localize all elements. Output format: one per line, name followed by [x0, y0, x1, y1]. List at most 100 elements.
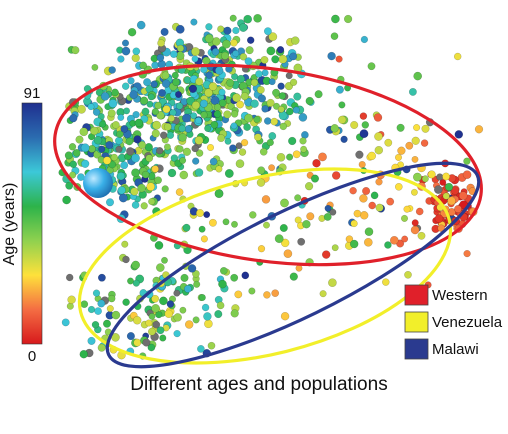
sample-point [173, 330, 181, 338]
sample-point [111, 88, 119, 97]
sample-point [203, 312, 212, 321]
sample-point [214, 310, 223, 319]
sample-point [417, 231, 426, 240]
legend-swatch-malawi [404, 338, 429, 360]
sample-point [272, 88, 280, 97]
sample-point [199, 99, 208, 108]
sample-point [295, 264, 303, 272]
sample-point [329, 208, 337, 216]
sample-point [72, 149, 81, 157]
sample-point [112, 121, 120, 129]
sample-point [61, 318, 70, 327]
sample-point [127, 77, 135, 85]
sample-point [243, 14, 252, 24]
sample-point [355, 150, 364, 159]
sample-point [305, 96, 314, 106]
sample-point [335, 85, 344, 94]
sample-point [302, 219, 311, 229]
sample-point [278, 92, 287, 100]
sample-point [350, 120, 359, 129]
sample-point [230, 309, 239, 318]
sample-point [157, 39, 165, 47]
sample-point [206, 143, 214, 151]
sample-point [200, 111, 208, 119]
sample-point [219, 266, 228, 275]
sample-point [116, 130, 124, 138]
legend-swatch-venezuela [404, 311, 429, 333]
sample-point [234, 290, 243, 299]
sample-point [204, 124, 212, 132]
sample-point [261, 195, 271, 204]
sample-point [241, 139, 249, 147]
sample-point [87, 336, 96, 345]
sample-point [401, 235, 409, 243]
sample-point [194, 168, 204, 177]
sample-point [64, 151, 73, 160]
sample-point [152, 120, 162, 130]
sample-point [175, 91, 182, 98]
sample-point [115, 136, 123, 145]
sample-point [151, 304, 160, 313]
sample-point [62, 195, 71, 205]
sample-point [97, 343, 106, 352]
sample-point [107, 109, 116, 118]
sample-point [142, 338, 151, 347]
sample-point [131, 153, 140, 163]
sample-point [155, 263, 165, 272]
sample-point [215, 165, 223, 173]
sample-point [427, 170, 436, 179]
sample-point [361, 121, 369, 129]
sample-point [226, 78, 235, 87]
sample-point [331, 14, 340, 24]
sample-point [259, 147, 268, 156]
sample-point [121, 46, 131, 56]
sample-point [80, 143, 90, 153]
sample-point [151, 61, 159, 70]
sample-point [190, 112, 198, 120]
sample-point [147, 327, 156, 336]
sample-point [268, 164, 275, 172]
sample-point [133, 338, 142, 347]
sample-point [176, 44, 185, 53]
sample-point [117, 55, 125, 63]
sample-point [374, 132, 383, 141]
sample-point [358, 160, 366, 168]
legend-item-venezuela: Venezuela [404, 311, 503, 333]
sample-point [161, 79, 171, 88]
sample-point [143, 78, 152, 87]
sample-point [224, 169, 234, 178]
sample-point [268, 78, 276, 86]
sample-point [65, 181, 74, 190]
sample-point [98, 273, 106, 282]
sample-point [214, 189, 224, 199]
sample-point [335, 55, 343, 63]
sample-point [208, 218, 217, 227]
sample-point [410, 188, 418, 196]
sample-point [439, 178, 447, 186]
sample-point [253, 13, 262, 23]
sample-point [192, 157, 200, 165]
sample-point [169, 109, 177, 117]
colorbar-gradient [21, 102, 43, 345]
sample-point [384, 241, 392, 249]
sample-point [176, 145, 184, 153]
sample-point [340, 135, 348, 143]
sample-point [157, 60, 167, 69]
sample-point [180, 273, 189, 282]
sample-point [162, 105, 171, 114]
sample-point [98, 145, 106, 153]
legend-label-western: Western [432, 287, 488, 304]
sample-point [274, 234, 284, 244]
sample-point [454, 52, 462, 61]
sample-point [285, 72, 293, 80]
sample-point [375, 203, 384, 212]
sample-point [140, 114, 149, 123]
sample-point [232, 93, 242, 103]
sample-point [136, 20, 146, 30]
sample-point [261, 105, 269, 113]
sample-point [276, 46, 285, 54]
sample-point [121, 240, 129, 248]
sample-point [288, 136, 297, 146]
sample-point [179, 306, 187, 314]
sample-point [182, 147, 192, 156]
